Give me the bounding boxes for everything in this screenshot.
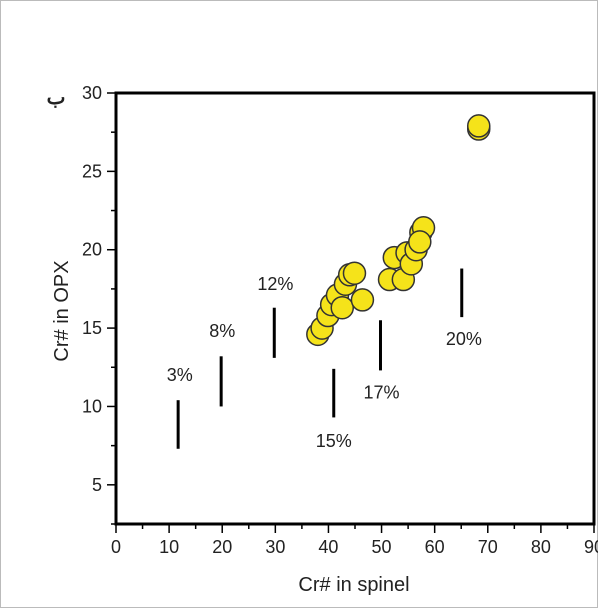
y-axis-label: Cr# in OPX bbox=[51, 260, 73, 361]
melting-label: 17% bbox=[364, 382, 400, 402]
x-tick-label: 70 bbox=[478, 537, 498, 557]
x-tick-label: 60 bbox=[425, 537, 445, 557]
y-tick-label: 5 bbox=[92, 475, 102, 495]
scatter-point bbox=[350, 288, 375, 312]
x-tick-label: 10 bbox=[159, 537, 179, 557]
scatter-point bbox=[342, 261, 367, 285]
plot-area-frame bbox=[114, 91, 596, 526]
x-tick-label: 40 bbox=[318, 537, 338, 557]
y-tick-label: 25 bbox=[82, 161, 102, 181]
y-axis-ticks: 5 10 15 20 25 30 bbox=[82, 83, 116, 525]
melting-label: 15% bbox=[316, 431, 352, 451]
melting-label: 3% bbox=[167, 365, 193, 385]
melting-label: 20% bbox=[446, 329, 482, 349]
y-tick-label: 30 bbox=[82, 83, 102, 103]
scatter-point bbox=[408, 230, 432, 254]
x-tick-label: 0 bbox=[111, 537, 121, 557]
x-tick-label: 80 bbox=[531, 537, 551, 557]
x-tick-label: 30 bbox=[265, 537, 285, 557]
x-tick-label: 50 bbox=[372, 537, 392, 557]
scatter-point bbox=[330, 295, 355, 320]
scatter-point bbox=[466, 114, 491, 138]
x-tick-label: 90 bbox=[584, 537, 598, 557]
scatter-points bbox=[306, 114, 491, 347]
y-tick-label: 20 bbox=[82, 240, 102, 260]
melting-annotations: 3% 8% 12% 15% 17% 20% bbox=[167, 268, 482, 451]
x-axis-label: Cr# in spinel bbox=[298, 574, 409, 596]
y-tick-label: 10 bbox=[82, 396, 102, 416]
x-tick-label: 20 bbox=[212, 537, 232, 557]
panel-label: ب bbox=[47, 87, 66, 109]
melting-label: 12% bbox=[257, 274, 293, 294]
y-tick-label: 15 bbox=[82, 318, 102, 338]
x-axis-ticks: 0 10 20 30 40 50 60 70 80 90 bbox=[111, 524, 598, 557]
melting-label: 8% bbox=[209, 321, 235, 341]
